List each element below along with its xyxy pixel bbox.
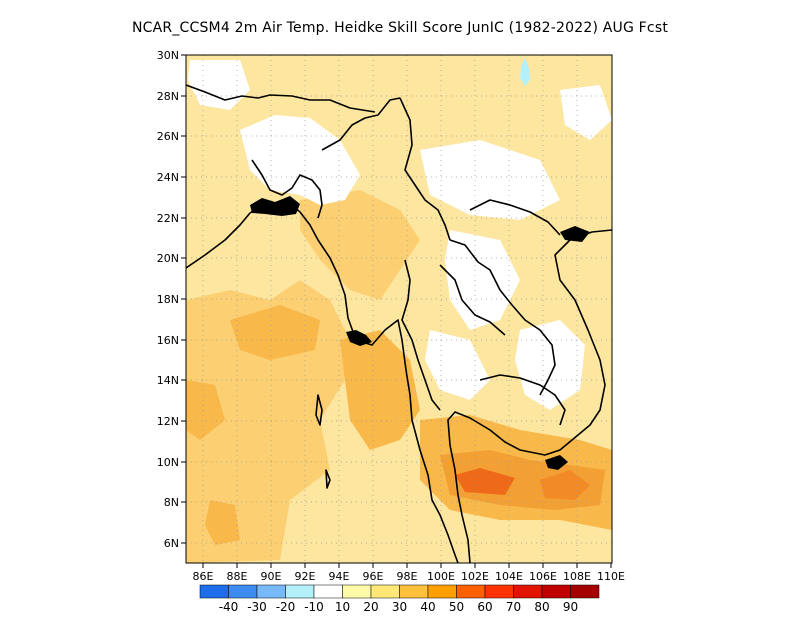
delta-irrawaddy (346, 330, 372, 346)
colorbar-label-80: 80 (534, 600, 549, 614)
field-low-skill-india (240, 115, 360, 205)
colorbar-swatch-12 (541, 584, 571, 599)
field-low-skill-vietnam (515, 320, 585, 410)
lat-tickmarks (181, 54, 186, 544)
colorbar-swatch-13 (570, 584, 600, 599)
lon-label-106: 106E (529, 570, 557, 583)
lon-label-100: 100E (427, 570, 455, 583)
lat-label-20: 20N (157, 252, 179, 265)
field-band-mid (300, 190, 420, 300)
colorbar-swatch-2 (256, 584, 286, 599)
lon-label-86: 86E (193, 570, 214, 583)
lon-label-94: 94E (329, 570, 350, 583)
colorbar-label-10: 10 (335, 600, 350, 614)
border-vietnam-china (469, 199, 561, 236)
field-low-skill-ne (560, 85, 612, 140)
field-gulf-hot-1 (455, 468, 515, 495)
lon-label-90: 90E (261, 570, 282, 583)
colorbar-swatch-10 (484, 584, 514, 599)
lon-label-96: 96E (363, 570, 384, 583)
border-myanmar-thailand (401, 259, 441, 411)
colorbar-label-20: 20 (363, 600, 378, 614)
coast-myanmar (299, 211, 459, 563)
lat-label-8: 8N (164, 496, 179, 509)
lat-label-10: 10N (157, 456, 179, 469)
colorbar-swatch-1 (228, 584, 258, 599)
lon-label-108: 108E (563, 570, 591, 583)
colorbar-swatch-0 (199, 584, 229, 599)
field-low-skill-laos (445, 230, 520, 330)
lon-label-88: 88E (227, 570, 248, 583)
colorbar-label-30: 30 (392, 600, 407, 614)
colorbar-swatch-7 (399, 584, 429, 599)
border-thailand-laos (439, 264, 506, 336)
coast-islands-nicobar (325, 469, 331, 489)
delta-features (250, 196, 590, 470)
lat-label-26: 26N (157, 130, 179, 143)
colorbar-label-m40: -40 (219, 600, 239, 614)
field-patch-bengal (230, 305, 320, 360)
colorbar (199, 584, 600, 599)
lon-label-104: 104E (495, 570, 523, 583)
colorbar-label-90: 90 (563, 600, 578, 614)
coast-gulf-thailand (447, 229, 612, 563)
lat-label-28: 28N (157, 90, 179, 103)
colorbar-swatch-6 (370, 584, 400, 599)
border-india-myanmar (321, 97, 401, 151)
coast-india-east (186, 212, 251, 269)
field-low-skill-southchina (420, 140, 560, 220)
field-gulf-hot-2 (540, 470, 590, 500)
coastlines-borders (186, 84, 612, 563)
colorbar-label-40: 40 (420, 600, 435, 614)
delta-mekong (545, 455, 568, 470)
colorbar-swatch-8 (427, 584, 457, 599)
lat-label-30: 30N (157, 49, 179, 62)
lon-label-102: 102E (461, 570, 489, 583)
field-patch-west-1 (186, 380, 225, 440)
lon-label-92: 92E (295, 570, 316, 583)
field-negative-patch (520, 58, 530, 86)
lat-label-6: 6N (164, 537, 179, 550)
lon-tickmarks (202, 563, 612, 568)
lat-labels: 30N 28N 26N 24N 22N 20N 18N 16N 14N 12N … (157, 49, 179, 550)
border-nepal-bhutan (186, 84, 376, 113)
colorbar-label-m20: -20 (276, 600, 296, 614)
colorbar-swatch-9 (456, 584, 486, 599)
lat-label-18: 18N (157, 293, 179, 306)
colorbar-label-m10: -10 (304, 600, 324, 614)
colorbar-swatch-4 (313, 584, 343, 599)
coast-islands-andaman (315, 394, 323, 426)
colorbar-label-50: 50 (449, 600, 464, 614)
map-title: NCAR_CCSM4 2m Air Temp. Heidke Skill Sco… (131, 20, 669, 36)
border-cambodia (479, 374, 566, 426)
lat-label-16: 16N (157, 334, 179, 347)
skill-field (186, 55, 612, 563)
lon-labels: 86E 88E 90E 92E 94E 96E 98E 100E 102E 10… (193, 570, 625, 583)
field-patch-west-2 (205, 500, 240, 545)
colorbar-swatch-5 (342, 584, 372, 599)
lat-label-22: 22N (157, 212, 179, 225)
field-band-andaman (340, 330, 420, 450)
border-myanmar-china (399, 97, 451, 241)
lat-label-12: 12N (157, 415, 179, 428)
colorbar-swatch-11 (513, 584, 543, 599)
border-bangladesh-india (251, 159, 323, 219)
border-laos (449, 239, 556, 396)
colorbar-label-70: 70 (506, 600, 521, 614)
lon-label-98: 98E (397, 570, 418, 583)
lat-label-24: 24N (157, 171, 179, 184)
delta-sundarbans (250, 196, 300, 216)
lat-label-14: 14N (157, 374, 179, 387)
colorbar-labels: -40 -30 -20 -10 10 20 30 40 50 60 70 80 … (219, 600, 578, 614)
lon-label-110: 110E (597, 570, 625, 583)
colorbar-label-m30: -30 (247, 600, 267, 614)
delta-red-river (560, 226, 590, 242)
colorbar-label-60: 60 (477, 600, 492, 614)
colorbar-swatch-3 (285, 584, 315, 599)
field-low-skill-thailand (425, 330, 490, 400)
map-frame (185, 54, 613, 564)
